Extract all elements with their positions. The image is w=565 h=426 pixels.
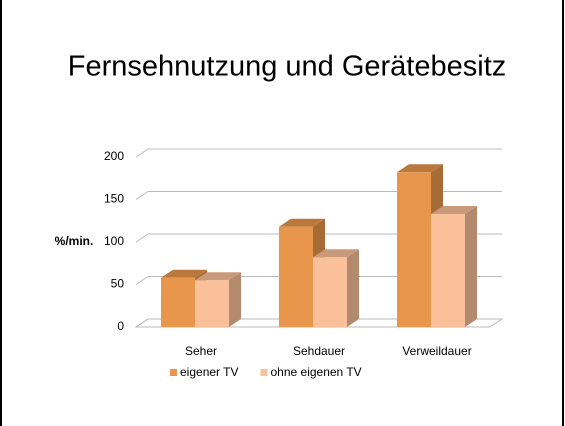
bar-top bbox=[195, 272, 241, 281]
grid-line bbox=[135, 148, 502, 158]
bar bbox=[397, 172, 431, 327]
legend-swatch bbox=[170, 369, 177, 376]
bar bbox=[161, 277, 195, 327]
bar bbox=[195, 280, 229, 327]
y-axis-label: %/min. bbox=[55, 234, 94, 248]
legend-swatch bbox=[260, 369, 268, 376]
y-tick-label: 0 bbox=[117, 319, 124, 333]
grid-line bbox=[135, 318, 502, 328]
bar bbox=[313, 257, 347, 327]
bar-side bbox=[229, 272, 241, 327]
x-tick-label: Seher bbox=[185, 344, 217, 358]
bar bbox=[279, 226, 313, 327]
y-tick-label: 100 bbox=[104, 234, 124, 248]
bar-top bbox=[431, 205, 477, 214]
y-tick-label: 150 bbox=[104, 192, 124, 206]
y-tick-label: 200 bbox=[104, 149, 124, 163]
x-tick-label: Verweildauer bbox=[402, 344, 471, 358]
bar-top bbox=[161, 269, 207, 278]
bar bbox=[431, 213, 465, 327]
grid-line bbox=[135, 233, 502, 243]
grid-line bbox=[135, 276, 502, 285]
x-tick-label: Sehdauer bbox=[293, 344, 345, 358]
y-tick-label: 50 bbox=[111, 277, 125, 291]
legend-label: ohne eigenen TV bbox=[270, 365, 361, 379]
bar-top bbox=[313, 249, 359, 258]
bar-side bbox=[465, 205, 477, 327]
grid-line bbox=[135, 191, 502, 200]
bar-top bbox=[279, 218, 325, 227]
legend-label: eigener TV bbox=[180, 365, 238, 379]
bar-side bbox=[347, 249, 359, 327]
chart-title: Fernsehnutzung und Gerätebesitz bbox=[68, 51, 507, 83]
bar-top bbox=[397, 164, 443, 173]
